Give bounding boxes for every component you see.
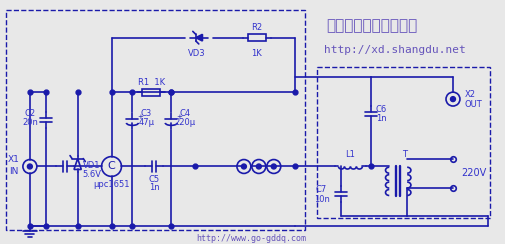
Text: 220V: 220V <box>461 168 486 178</box>
Text: C: C <box>108 162 115 172</box>
Text: IN: IN <box>9 167 19 176</box>
Text: 5.6V: 5.6V <box>82 170 101 179</box>
Circle shape <box>27 164 32 169</box>
Text: μpc1651: μpc1651 <box>93 180 130 189</box>
Text: R1  1K: R1 1K <box>138 78 165 87</box>
Text: http://xd.shangdu.net: http://xd.shangdu.net <box>324 45 465 55</box>
Text: C6: C6 <box>376 104 387 113</box>
Polygon shape <box>196 34 203 41</box>
Text: C7: C7 <box>316 185 327 194</box>
Circle shape <box>450 97 456 102</box>
Text: 超小型有线电视放大器: 超小型有线电视放大器 <box>327 18 418 33</box>
Text: C2: C2 <box>24 110 35 119</box>
Text: http://www.go-gddq.com: http://www.go-gddq.com <box>196 234 306 243</box>
Text: C4: C4 <box>180 110 191 119</box>
Text: +: + <box>176 114 182 120</box>
Text: C5: C5 <box>149 175 160 184</box>
Text: X1: X1 <box>8 155 20 164</box>
Text: 1K: 1K <box>251 49 262 58</box>
Text: +: + <box>137 114 143 120</box>
Circle shape <box>241 164 246 169</box>
Text: C3: C3 <box>141 110 152 119</box>
Text: VD3: VD3 <box>188 49 206 58</box>
Text: R2: R2 <box>251 23 263 32</box>
Text: 47μ: 47μ <box>138 118 155 127</box>
Circle shape <box>271 164 276 169</box>
Text: 1n: 1n <box>149 183 160 192</box>
Text: 10n: 10n <box>314 195 329 204</box>
Circle shape <box>257 164 261 169</box>
Text: T: T <box>401 150 407 159</box>
Text: 20n: 20n <box>22 118 38 127</box>
Text: X2: X2 <box>465 90 476 99</box>
Text: OUT: OUT <box>465 100 483 109</box>
Text: 220μ: 220μ <box>175 118 196 127</box>
Text: 1n: 1n <box>376 114 387 123</box>
Text: L1: L1 <box>345 150 356 159</box>
Text: VD1: VD1 <box>83 162 100 171</box>
